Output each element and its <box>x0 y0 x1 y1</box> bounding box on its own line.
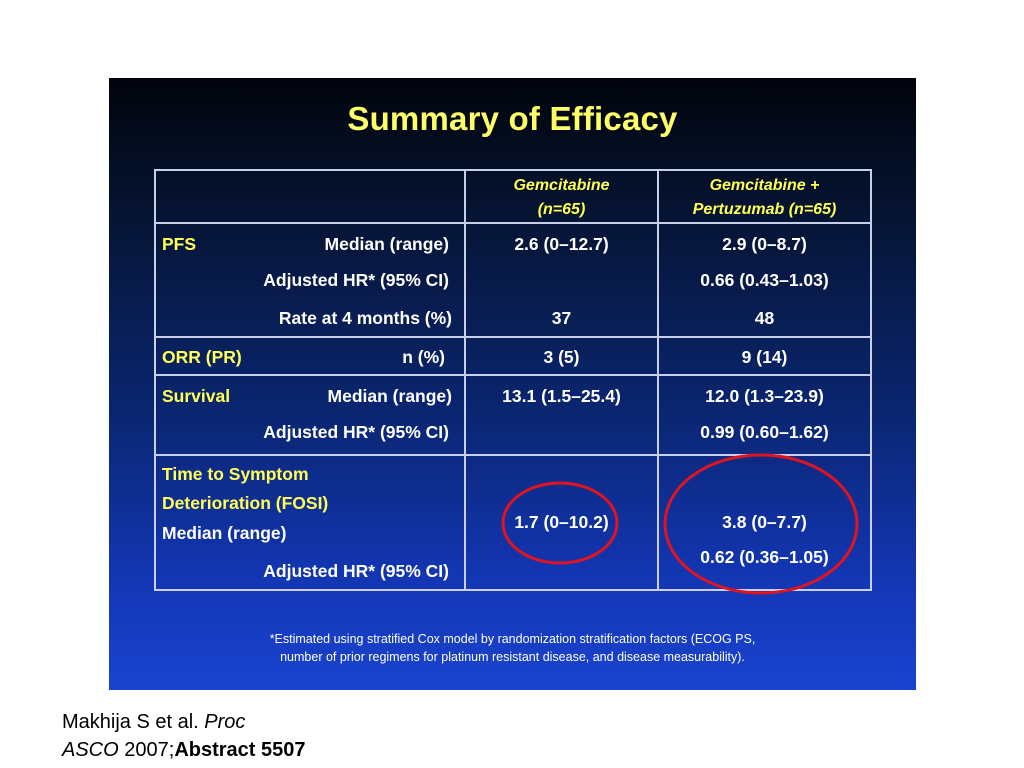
table-cell: 2.9 (0–8.7) <box>722 234 807 254</box>
citation-line2: ASCO 2007;Abstract 5507 <box>62 736 306 764</box>
citation-journal-part1: Proc <box>204 711 246 733</box>
table-cell: 3 (5) <box>543 347 580 367</box>
column-header-combination-line2: Pertuzumab (n=65) <box>692 201 837 218</box>
highlight-circle-combination <box>663 453 859 595</box>
row-label: Rate at 4 months (%) <box>278 308 452 328</box>
row-label: Adjusted HR* (95% CI) <box>263 270 449 290</box>
row-label: Adjusted HR* (95% CI) <box>263 422 449 442</box>
row-label: Adjusted HR* (95% CI) <box>263 561 449 581</box>
table-divider-col2 <box>657 169 659 591</box>
citation: Makhija S et al. Proc ASCO 2007;Abstract… <box>62 708 306 764</box>
section-label-survival: Survival <box>162 386 231 406</box>
highlight-circle-gemcitabine <box>501 481 619 565</box>
efficacy-table: Gemcitabine (n=65) Gemcitabine + Pertuzu… <box>154 169 872 591</box>
slide-title: Summary of Efficacy <box>347 100 678 137</box>
table-cell: 3.8 (0–7.7) <box>722 512 807 532</box>
slide-panel: Summary of Efficacy Gemcitabine (n=65) G… <box>109 78 916 690</box>
column-header-gemcitabine-line2: (n=65) <box>537 201 586 218</box>
highlight-annotations <box>501 453 859 595</box>
table-border-top <box>154 169 872 171</box>
citation-line1: Makhija S et al. Proc <box>62 708 306 736</box>
table-cell: 13.1 (1.5–25.4) <box>502 386 621 406</box>
column-header-combination-line1: Gemcitabine + <box>709 177 820 194</box>
table-cell: 12.0 (1.3–23.9) <box>705 386 824 406</box>
table-cell: 2.6 (0–12.7) <box>514 234 609 254</box>
citation-abstract: Abstract 5507 <box>174 739 306 761</box>
section-label-pfs: PFS <box>162 234 197 254</box>
row-label: Median (range) <box>324 234 449 254</box>
row-label: Median (range) <box>162 523 287 543</box>
table-border-left <box>154 169 156 591</box>
table-cell: 0.62 (0.36–1.05) <box>700 547 829 567</box>
table-divider-row3 <box>154 374 872 376</box>
section-label-orr: ORR (PR) <box>162 347 242 367</box>
table-cell: 9 (14) <box>741 347 788 367</box>
section-label-tsd-line1: Time to Symptom <box>162 464 309 484</box>
table-cell: 48 <box>754 308 775 328</box>
column-header-combination: Gemcitabine + Pertuzumab (n=65) <box>659 174 870 222</box>
table-divider-col1 <box>464 169 466 591</box>
table-divider-row1 <box>154 222 872 224</box>
row-label: Median (range) <box>327 386 452 406</box>
table-divider-row4 <box>154 454 872 456</box>
citation-year: 2007; <box>124 739 175 761</box>
citation-author: Makhija S et al. <box>62 711 199 733</box>
table-border-right <box>870 169 872 591</box>
column-header-gemcitabine: Gemcitabine (n=65) <box>466 174 657 222</box>
column-header-gemcitabine-line1: Gemcitabine <box>513 177 610 194</box>
table-cell: 0.99 (0.60–1.62) <box>700 422 829 442</box>
table-border-bottom <box>154 589 872 591</box>
table-divider-row2 <box>154 336 872 338</box>
table-cell: 1.7 (0–10.2) <box>514 512 609 532</box>
row-label: n (%) <box>402 347 445 367</box>
footnote: *Estimated using stratified Cox model by… <box>109 630 916 666</box>
table-cell: 0.66 (0.43–1.03) <box>700 270 829 290</box>
table-cell: 37 <box>551 308 572 328</box>
citation-journal-part2: ASCO <box>62 739 119 761</box>
footnote-line2: number of prior regimens for platinum re… <box>280 650 745 664</box>
section-label-tsd-line2: Deterioration (FOSI) <box>162 493 329 513</box>
footnote-line1: *Estimated using stratified Cox model by… <box>269 632 756 646</box>
